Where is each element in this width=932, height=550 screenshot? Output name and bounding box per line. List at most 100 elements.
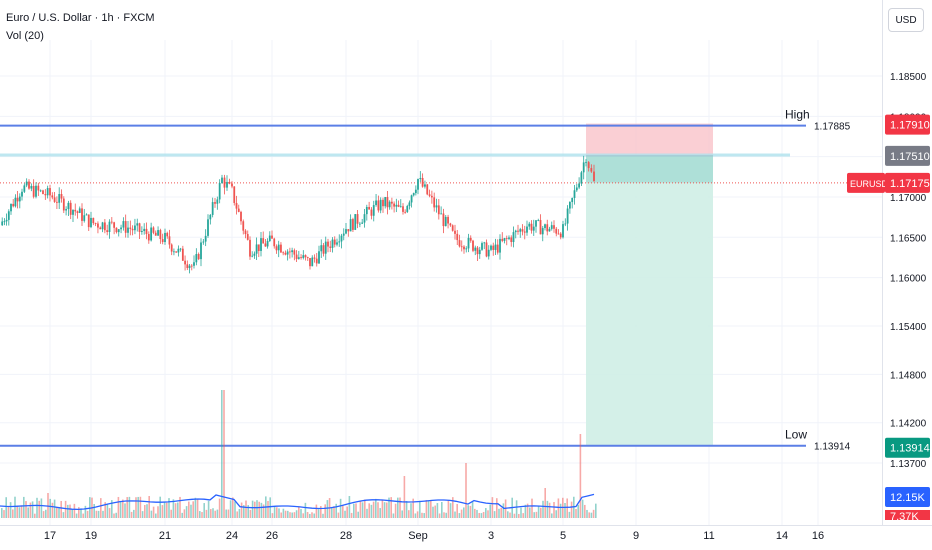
volume-bar — [108, 508, 111, 518]
tag-low: 1.13914 — [890, 443, 930, 455]
candle-body — [28, 181, 30, 189]
candle-body — [424, 184, 426, 187]
volume-bar — [152, 506, 155, 518]
volume-bar — [271, 513, 274, 518]
candle-body — [32, 185, 35, 197]
volume-bar — [452, 497, 454, 518]
candle-body — [481, 243, 483, 250]
volume-bar — [157, 506, 159, 518]
candle-body — [309, 258, 311, 267]
volume-bar — [115, 512, 117, 518]
volume-bar — [467, 505, 469, 518]
candle-body — [291, 250, 294, 253]
candle-body — [553, 225, 555, 229]
volume-bar — [359, 501, 362, 518]
candle-body — [233, 186, 236, 203]
candle-body — [361, 222, 364, 224]
volume-bar — [463, 507, 465, 518]
candle-body — [214, 202, 216, 204]
candle-body — [358, 223, 361, 225]
candle-body — [390, 201, 393, 204]
volume-bar — [102, 510, 104, 518]
volume-indicator-label[interactable]: Vol (20) — [6, 30, 44, 42]
candle-body — [417, 179, 419, 190]
candle-body — [375, 200, 377, 206]
volume-bar — [49, 498, 51, 518]
price-tick-label: 1.13700 — [890, 459, 927, 470]
volume-bar — [502, 503, 505, 518]
volume-bar — [588, 512, 590, 518]
currency-selector[interactable]: USD — [888, 8, 924, 32]
candle-body — [517, 230, 519, 232]
volume-bar — [243, 505, 245, 518]
volume-bar — [16, 506, 18, 518]
volume-bar — [42, 511, 45, 518]
candle-body — [271, 235, 273, 239]
volume-bar — [18, 507, 21, 518]
candle-body — [97, 223, 99, 228]
candle-body — [510, 237, 513, 243]
volume-bar — [339, 498, 342, 518]
candle-body — [14, 197, 17, 207]
volume-bar — [174, 503, 177, 518]
candle-body — [173, 251, 175, 253]
candle-body — [352, 219, 354, 230]
volume-bar — [454, 511, 456, 518]
symbol-title[interactable]: Euro / U.S. Dollar · 1h · FXCM — [6, 12, 155, 24]
candle-body — [550, 225, 553, 229]
tag-symbol-bg — [847, 172, 885, 193]
time-tick-label: 26 — [266, 530, 278, 542]
volume-bar — [322, 513, 324, 518]
volume-bar — [223, 390, 225, 518]
volume-bar — [225, 509, 227, 518]
volume-bar — [148, 496, 150, 518]
time-tick-label: 3 — [488, 530, 494, 542]
volume-bar — [493, 511, 496, 518]
candle-body — [62, 198, 65, 211]
volume-bar — [133, 509, 135, 518]
volume-bar — [135, 497, 137, 518]
volume-bar — [529, 507, 531, 518]
candle-body — [184, 260, 186, 265]
volume-bar — [377, 502, 379, 518]
candle-body — [447, 216, 449, 224]
candle-body — [485, 242, 488, 257]
volume-bar — [441, 502, 443, 518]
candle-body — [60, 194, 63, 199]
volume-bar — [500, 507, 502, 518]
volume-bar — [372, 501, 375, 518]
candle-body — [282, 252, 285, 254]
candle-body — [223, 177, 226, 188]
volume-bar — [89, 497, 91, 518]
volume-bar — [379, 508, 381, 518]
volume-bar — [141, 511, 144, 518]
tag-last-price: 1.17175 — [890, 178, 930, 190]
candle-body — [544, 224, 546, 229]
volume-bar — [366, 508, 368, 518]
candle-body — [414, 189, 417, 194]
candle-body — [197, 254, 200, 260]
volume-bar — [469, 505, 472, 518]
volume-bar — [537, 506, 540, 518]
volume-bar — [273, 506, 276, 518]
candle-body — [578, 183, 580, 188]
candle-body — [530, 223, 533, 231]
tag-last-price-bg — [885, 172, 930, 193]
time-tick-label: 5 — [560, 530, 566, 542]
volume-bar — [542, 500, 544, 518]
volume-bar — [386, 502, 388, 518]
time-axis-separator — [0, 525, 932, 526]
volume-bar — [337, 512, 340, 518]
candle-body — [300, 257, 302, 259]
candle-body — [386, 197, 389, 208]
candle-body — [370, 209, 373, 216]
volume-bar — [210, 509, 212, 518]
candle-body — [3, 221, 6, 223]
price-tick-label: 1.14800 — [890, 370, 927, 381]
candle-body — [181, 248, 184, 261]
volume-bar — [194, 497, 197, 518]
volume-bar — [170, 509, 172, 518]
volume-bar — [520, 507, 522, 518]
candle-body — [458, 240, 461, 247]
